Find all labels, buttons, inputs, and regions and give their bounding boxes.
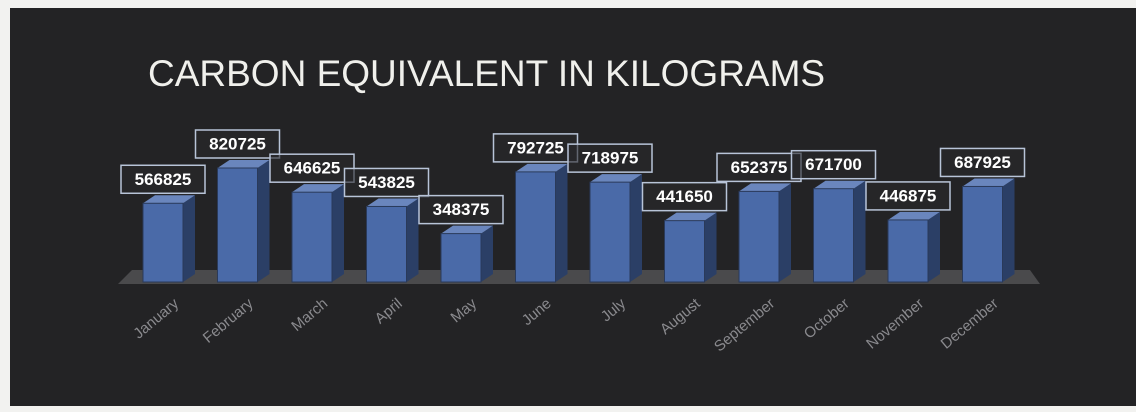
data-label-box (641, 181, 728, 212)
data-label: 652375 (731, 158, 788, 177)
bar-side (779, 183, 791, 282)
bar-side (1002, 178, 1015, 282)
data-label-box (194, 129, 281, 159)
bar-side (406, 198, 419, 282)
bar-top (962, 178, 1015, 187)
bar-side (183, 195, 195, 282)
data-label: 687925 (954, 153, 1011, 172)
bar-side (704, 212, 717, 282)
bar-top (739, 183, 791, 192)
data-label: 792725 (507, 138, 564, 157)
bar-side (481, 225, 493, 282)
data-label: 646625 (284, 159, 341, 178)
bar-top (515, 163, 568, 172)
data-label-box (865, 181, 951, 211)
data-label-box (790, 149, 877, 180)
bar-top (143, 195, 195, 204)
bar (664, 220, 705, 283)
bar (962, 185, 1003, 283)
chart-title: CARBON EQUIVALENT IN KILOGRAMS (148, 53, 825, 94)
bar (738, 190, 780, 283)
bar-top (366, 198, 419, 207)
data-label-box (492, 133, 579, 163)
bar (515, 171, 556, 283)
bar (217, 167, 258, 283)
bar (291, 191, 333, 283)
bar-side (928, 211, 940, 282)
bar-side (332, 184, 344, 282)
data-label: 446875 (880, 186, 937, 205)
bar (589, 181, 631, 283)
bar-side (630, 174, 642, 282)
bar (142, 202, 184, 283)
data-label-box (418, 194, 504, 225)
data-label: 566825 (135, 170, 192, 189)
floor (118, 270, 1040, 284)
bar (440, 233, 482, 283)
bar-side (853, 180, 866, 282)
bar-top (441, 225, 493, 234)
bar (887, 219, 929, 283)
data-label: 718975 (582, 149, 639, 168)
data-label: 441650 (656, 187, 713, 206)
bar-side (555, 163, 568, 282)
data-label-box (120, 164, 206, 195)
data-label: 348375 (433, 200, 490, 219)
data-label-box (567, 143, 653, 173)
bar-side (257, 160, 270, 282)
bar-top (664, 212, 717, 221)
bar-top (590, 174, 642, 183)
data-label: 543825 (358, 173, 415, 192)
data-label: 671700 (805, 155, 862, 174)
bar-top (217, 160, 270, 168)
data-label-box (716, 152, 802, 183)
data-label-box (939, 147, 1026, 178)
bar-top (813, 180, 866, 189)
bar-top (888, 211, 940, 220)
bar-top (292, 184, 344, 193)
data-label: 820725 (209, 134, 266, 153)
data-label-box (269, 153, 355, 183)
data-label-box (343, 167, 430, 198)
bar (813, 188, 854, 283)
bar (366, 205, 407, 283)
